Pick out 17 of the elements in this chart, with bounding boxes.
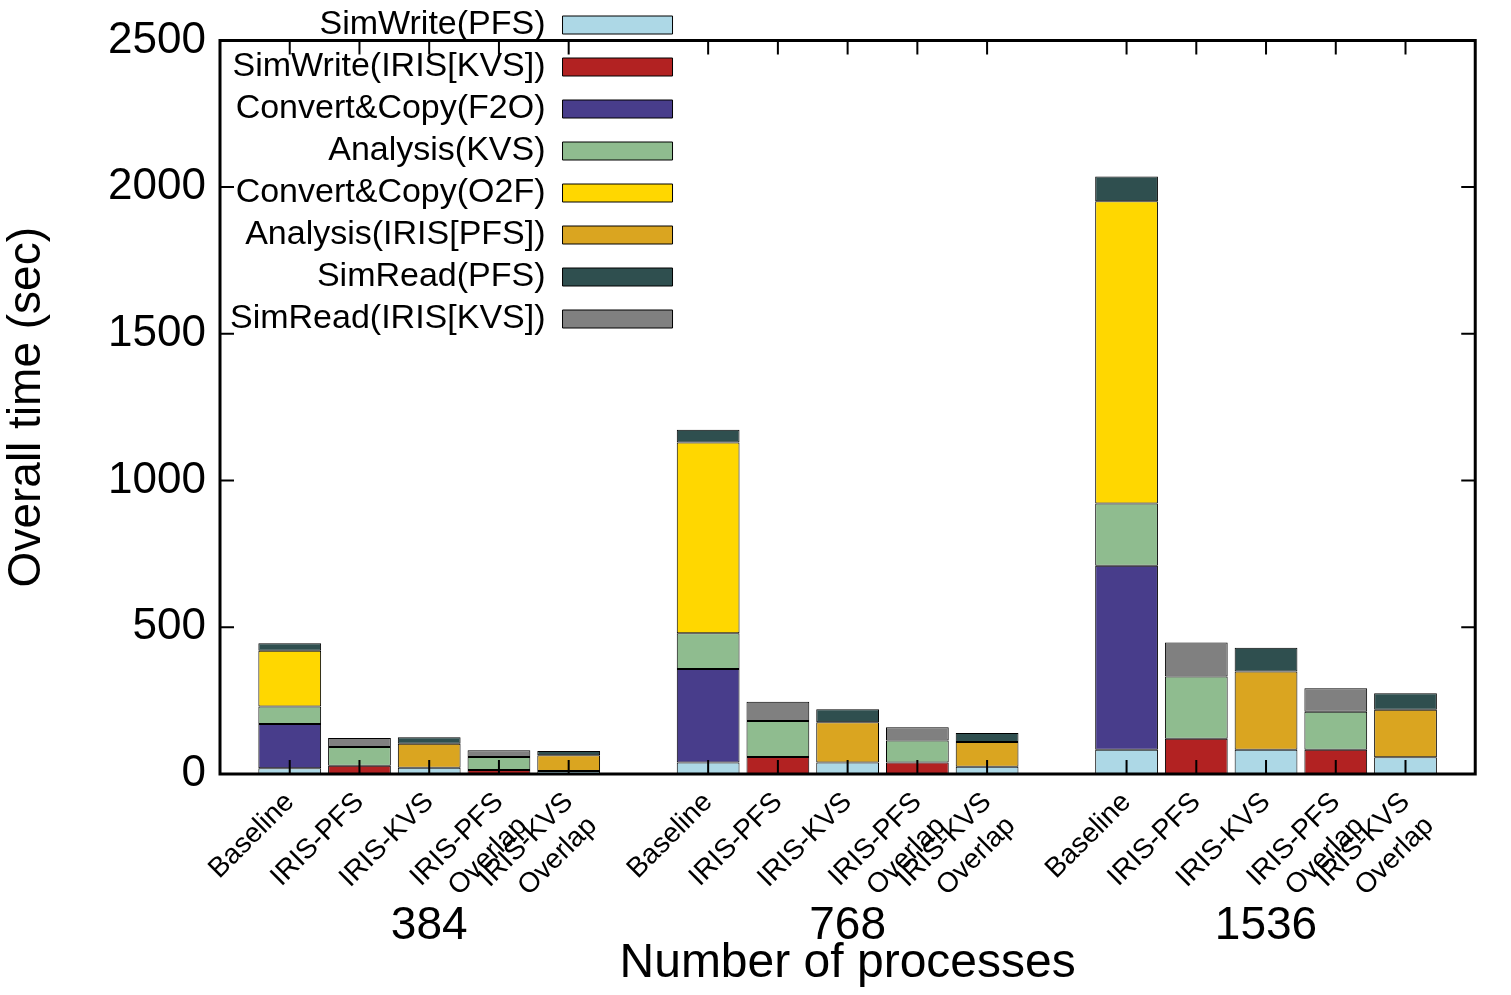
legend-label: SimRead(PFS)	[316, 255, 546, 294]
y-tick-label: 500	[132, 599, 206, 649]
y-tick-label: 1000	[108, 452, 206, 502]
y-tick-label: 0	[181, 746, 206, 796]
y-tick-label: 2000	[108, 159, 206, 209]
text: 384	[390, 896, 468, 949]
legend-label: SimRead(IRIS[KVS])	[230, 297, 546, 336]
text: 1536	[1214, 896, 1318, 949]
legend-label: SimWrite(PFS)	[319, 3, 546, 42]
legend-label: Convert&Copy(F2O)	[235, 87, 546, 126]
legend-label: Analysis(IRIS[PFS])	[245, 213, 546, 252]
legend-label: Analysis(KVS)	[328, 129, 546, 168]
legend-label: Convert&Copy(O2F)	[235, 171, 546, 210]
legend-label: SimWrite(IRIS[KVS])	[232, 45, 546, 84]
y-tick-label: 1500	[108, 305, 206, 355]
y-tick-label: 2500	[108, 12, 206, 62]
y-axis-title: Overall time (sec)	[0, 227, 51, 588]
